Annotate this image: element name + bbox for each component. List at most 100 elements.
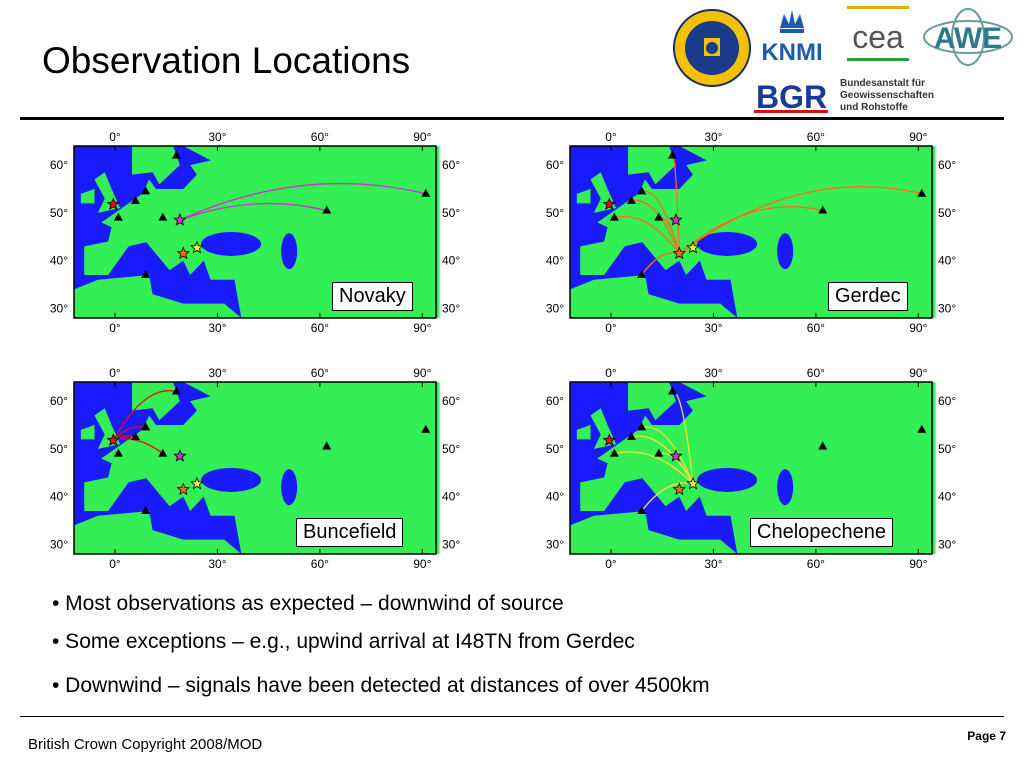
map-figure: 0° 0° 30° 30° 60° 60° 90° 90° 60° 60° 50° 50° 40° 40°… xyxy=(50,366,461,571)
map-figure: 0° 0° 30° 30° 60° 60° 90° 90° 60° 60° 50° 50° 40° 40°… xyxy=(546,366,957,571)
lon-tick-label: 30° xyxy=(704,557,722,571)
black-sea xyxy=(697,467,758,492)
bgr-logo: BGR Bundesanstalt für Geowissenschaften … xyxy=(752,78,934,114)
station-marker xyxy=(141,186,151,195)
bullet-item: • Most observations as expected – downwi… xyxy=(52,592,564,615)
source-star xyxy=(672,482,687,496)
land-area xyxy=(634,241,673,271)
lon-tick-label: 60° xyxy=(807,557,825,571)
page-title: Observation Locations xyxy=(42,40,411,81)
lon-tick-label: 30° xyxy=(208,130,226,144)
station-marker xyxy=(637,422,647,431)
lon-tick-label: 30° xyxy=(704,366,722,380)
land-area xyxy=(132,146,180,185)
station-marker xyxy=(113,448,123,457)
awe-logo-text: AWE xyxy=(934,22,1002,55)
lon-tick-label: 90° xyxy=(909,130,927,144)
source-star xyxy=(602,197,617,210)
station-marker xyxy=(609,448,619,457)
map-frame xyxy=(73,145,437,319)
map-figure: 0° 0° 30° 30° 60° 60° 90° 90° 60° 60° 50° 50° 40° 40°… xyxy=(50,130,461,335)
black-sea xyxy=(697,231,758,256)
lat-tick-label: 30° xyxy=(50,301,68,315)
lat-tick-label: 50° xyxy=(546,206,564,220)
lat-tick-label: 30° xyxy=(442,537,460,551)
lon-tick-label: 0° xyxy=(109,130,121,144)
map-panel: 0° 0° 30° 30° 60° 60° 90° 90° 60° 60° 50° 50° 40° 40°… xyxy=(38,362,468,582)
lon-tick-label: 0° xyxy=(605,321,617,335)
lat-tick-label: 40° xyxy=(546,490,564,504)
cea-logo: cea xyxy=(847,6,909,61)
lat-tick-label: 30° xyxy=(442,301,460,315)
lat-tick-label: 30° xyxy=(938,301,956,315)
land-area xyxy=(80,189,95,204)
propagation-path xyxy=(641,426,694,485)
land-area xyxy=(84,382,440,554)
lon-tick-label: 60° xyxy=(311,321,329,335)
land-area xyxy=(138,477,177,507)
station-marker xyxy=(171,386,181,395)
source-star xyxy=(686,476,700,490)
lat-tick-label: 40° xyxy=(50,490,68,504)
station-marker xyxy=(917,188,927,197)
map-panel: 0° 0° 30° 30° 60° 60° 90° 90° 60° 60° 50° 50° 40° 40°… xyxy=(38,126,468,346)
bgr-line1: Bundesanstalt für xyxy=(840,78,925,89)
land-area xyxy=(634,477,673,507)
knmi-logo: KNMI xyxy=(761,10,823,64)
map-label: Novaky xyxy=(332,282,413,311)
land-area xyxy=(580,382,936,554)
map-panel: 0° 0° 30° 30° 60° 60° 90° 90° 60° 60° 50° 50° 40° 40°… xyxy=(534,362,964,582)
source-star xyxy=(173,213,187,226)
lon-tick-label: 90° xyxy=(413,366,431,380)
lon-tick-label: 30° xyxy=(704,321,722,335)
station-marker xyxy=(626,195,636,204)
lat-tick-label: 60° xyxy=(50,394,68,408)
land-area xyxy=(628,382,676,421)
lat-tick-label: 40° xyxy=(938,254,956,268)
lon-tick-label: 90° xyxy=(909,557,927,571)
lat-tick-label: 60° xyxy=(546,394,564,408)
station-marker xyxy=(818,205,828,214)
page-number: Page 7 xyxy=(967,729,1006,743)
lat-tick-label: 40° xyxy=(442,490,460,504)
lat-tick-label: 50° xyxy=(442,206,460,220)
land-area xyxy=(576,425,591,440)
caspian-sea xyxy=(777,469,794,506)
map-label: Gerdec xyxy=(828,282,908,311)
station-marker xyxy=(158,448,168,457)
lat-tick-label: 40° xyxy=(546,254,564,268)
station-marker xyxy=(113,212,123,221)
lat-tick-label: 50° xyxy=(50,206,68,220)
station-marker xyxy=(130,431,140,440)
source-star xyxy=(669,449,683,462)
caspian-sea xyxy=(281,469,298,506)
bullet-item: • Downwind – signals have been detected … xyxy=(52,674,710,697)
lon-tick-label: 0° xyxy=(605,557,617,571)
black-sea xyxy=(201,231,262,256)
map-label: Chelopechene xyxy=(750,518,893,547)
propagation-path xyxy=(614,451,694,485)
station-marker xyxy=(322,441,332,450)
lon-tick-label: 30° xyxy=(208,557,226,571)
bgr-logo-text: BGR xyxy=(756,79,827,114)
lon-tick-label: 0° xyxy=(605,366,617,380)
source-star xyxy=(106,433,121,446)
copyright-text: British Crown Copyright 2008/MOD xyxy=(28,736,263,753)
station-marker xyxy=(637,186,647,195)
station-marker xyxy=(322,205,332,214)
map-label: Buncefield xyxy=(296,518,404,547)
station-marker xyxy=(654,212,664,221)
caspian-sea xyxy=(777,233,794,270)
nrl-seal-logo xyxy=(673,9,751,87)
lon-tick-label: 0° xyxy=(109,321,121,335)
lon-tick-label: 60° xyxy=(807,366,825,380)
caspian-sea xyxy=(281,233,298,270)
land-area xyxy=(132,382,180,421)
lon-tick-label: 30° xyxy=(208,321,226,335)
lat-tick-label: 30° xyxy=(50,537,68,551)
station-marker xyxy=(141,422,151,431)
source-star xyxy=(672,246,687,260)
lat-tick-label: 40° xyxy=(50,254,68,268)
source-star xyxy=(686,240,700,254)
source-star xyxy=(190,476,204,490)
